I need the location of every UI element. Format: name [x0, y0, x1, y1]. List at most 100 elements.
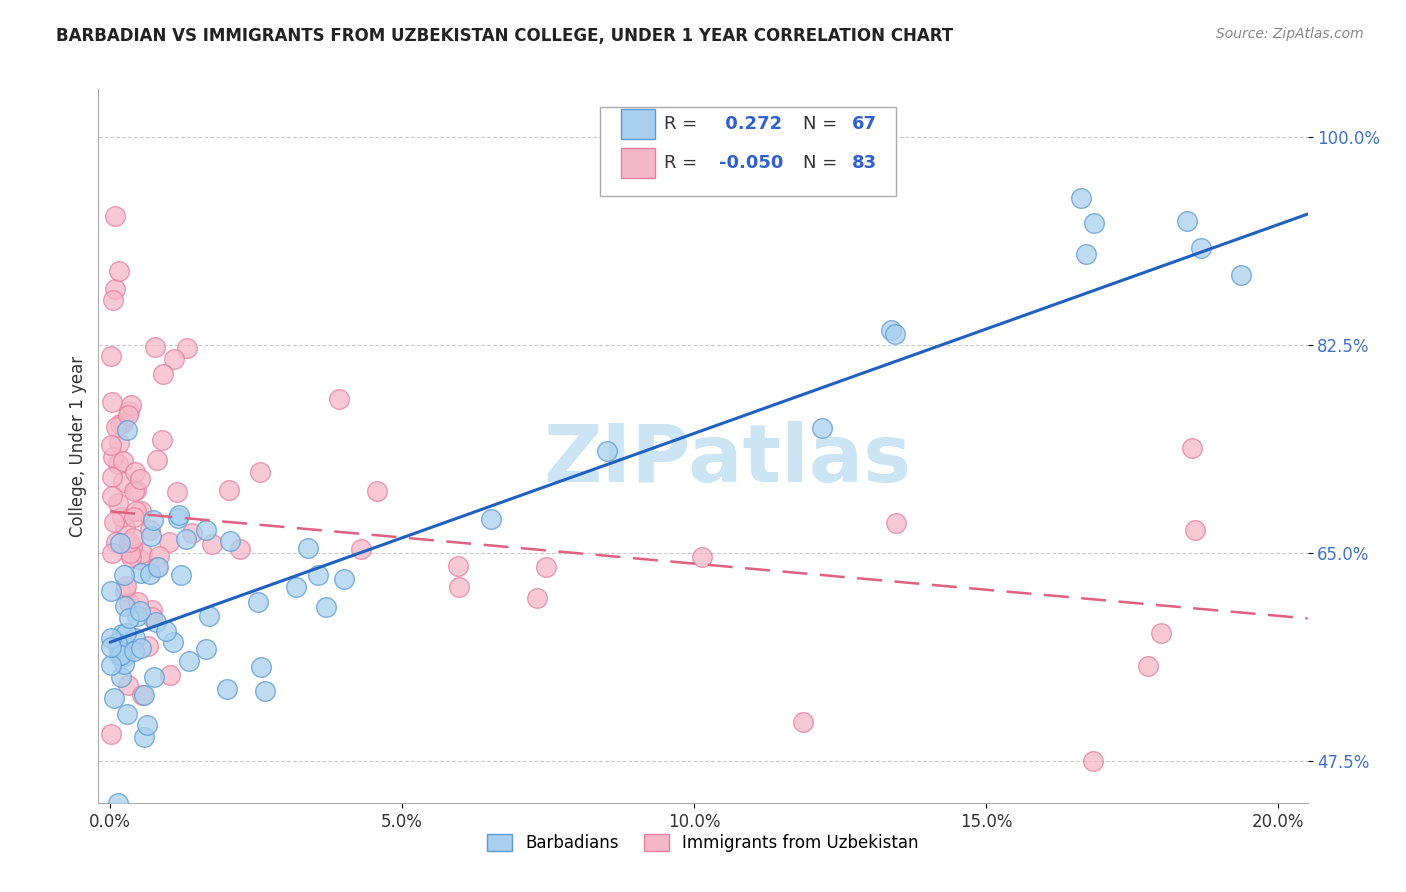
Point	[447, 580, 470, 594]
Point	[792, 714, 814, 729]
Point	[107, 796, 129, 810]
Point	[166, 485, 188, 500]
Point	[139, 529, 162, 543]
Point	[100, 657, 122, 672]
Point	[103, 450, 125, 464]
Point	[307, 567, 329, 582]
Point	[100, 437, 122, 451]
Point	[159, 668, 181, 682]
Point	[100, 584, 122, 599]
Point	[127, 595, 149, 609]
Point	[174, 532, 197, 546]
Point	[884, 516, 907, 530]
Point	[114, 638, 136, 652]
Point	[104, 209, 127, 223]
Text: R =: R =	[664, 115, 697, 133]
Point	[114, 599, 136, 613]
Point	[104, 420, 127, 434]
Point	[128, 604, 150, 618]
Point	[100, 631, 122, 645]
Point	[1081, 754, 1104, 768]
Point	[114, 649, 136, 664]
Point	[121, 540, 143, 554]
Point	[1181, 441, 1204, 455]
Point	[117, 403, 139, 417]
Point	[143, 670, 166, 684]
Point	[105, 636, 128, 650]
Point	[479, 512, 502, 526]
Point	[163, 351, 186, 366]
Point	[155, 624, 177, 638]
Point	[146, 560, 169, 574]
Point	[107, 496, 129, 510]
Point	[101, 546, 124, 560]
Point	[129, 504, 152, 518]
Point	[198, 608, 221, 623]
Point	[811, 420, 834, 434]
Y-axis label: College, Under 1 year: College, Under 1 year	[69, 355, 87, 537]
Point	[100, 727, 122, 741]
Text: 83: 83	[852, 154, 877, 172]
Point	[115, 578, 138, 592]
Point	[117, 611, 139, 625]
Point	[125, 504, 148, 518]
Point	[333, 572, 356, 586]
Point	[124, 465, 146, 479]
Point	[139, 567, 162, 582]
Point	[157, 534, 180, 549]
Point	[120, 398, 142, 412]
Point	[111, 627, 134, 641]
Point	[108, 264, 131, 278]
Point	[118, 535, 141, 549]
Point	[1189, 241, 1212, 255]
Text: N =: N =	[803, 115, 838, 133]
Point	[117, 409, 139, 423]
Point	[246, 594, 269, 608]
Point	[111, 475, 134, 490]
Point	[285, 580, 308, 594]
Point	[112, 657, 135, 671]
Point	[134, 730, 156, 744]
Point	[177, 654, 200, 668]
Point	[105, 534, 128, 549]
Point	[136, 639, 159, 653]
Point	[141, 603, 163, 617]
Point	[228, 542, 250, 557]
Point	[111, 509, 134, 524]
Point	[595, 443, 617, 458]
Point	[120, 550, 142, 565]
Point	[534, 559, 557, 574]
Point	[108, 648, 131, 662]
Point	[146, 559, 169, 574]
Point	[143, 340, 166, 354]
Point	[101, 470, 124, 484]
Point	[103, 293, 125, 307]
Point	[249, 660, 271, 674]
Point	[129, 472, 152, 486]
Point	[120, 547, 142, 561]
Point	[114, 520, 136, 534]
Point	[100, 640, 122, 655]
Point	[107, 648, 129, 663]
Point	[1230, 268, 1253, 283]
Point	[136, 718, 159, 732]
Point	[167, 510, 190, 524]
Text: ZIPatlas: ZIPatlas	[543, 421, 911, 500]
Point	[101, 395, 124, 409]
Point	[131, 688, 153, 702]
Point	[884, 327, 907, 342]
Point	[350, 541, 373, 556]
Text: 67: 67	[852, 115, 877, 133]
Point	[131, 546, 153, 560]
Text: N =: N =	[803, 154, 838, 172]
Point	[103, 515, 125, 529]
Point	[366, 484, 388, 499]
Point	[103, 690, 125, 705]
Point	[122, 510, 145, 524]
Point	[122, 644, 145, 658]
Point	[117, 678, 139, 692]
Point	[181, 525, 204, 540]
Point	[132, 689, 155, 703]
Point	[110, 670, 132, 684]
Point	[111, 454, 134, 468]
